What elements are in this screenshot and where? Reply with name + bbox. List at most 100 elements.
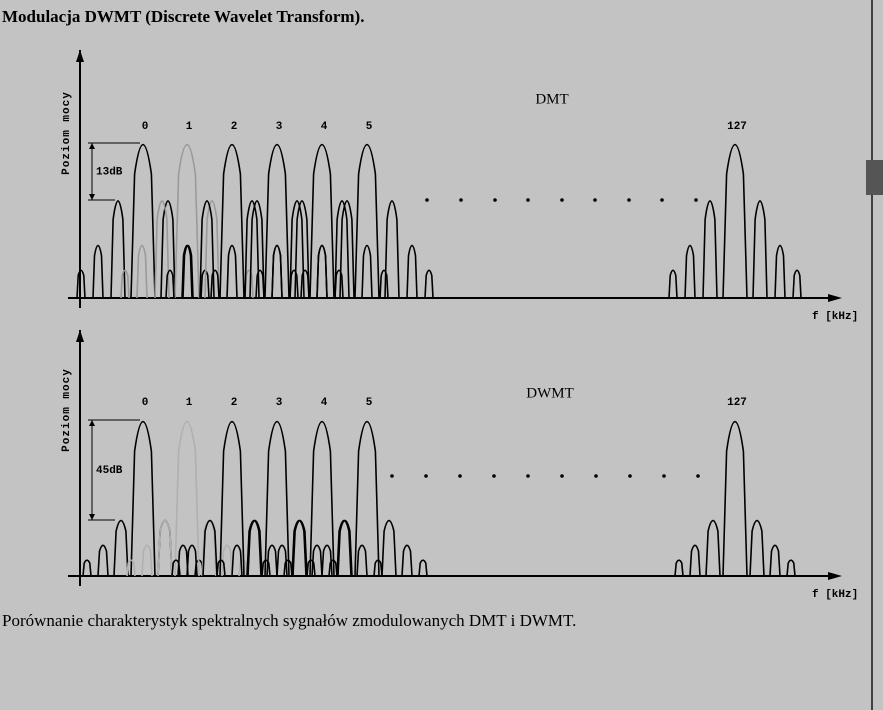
ellipsis-dot [390,474,394,478]
lobe [130,420,156,577]
lobe [381,519,397,577]
level-label: 13dB [96,166,123,178]
ellipsis-dot [425,198,429,202]
lobe [334,200,350,299]
ellipsis-dot [560,198,564,202]
lobe [110,200,126,299]
channel-label: 1 [186,397,193,409]
ellipsis-dot [458,474,462,478]
ellipsis-dot [662,474,666,478]
channel-label: 1 [186,121,193,133]
y-arrow [76,50,84,62]
ellipsis-dot [627,198,631,202]
lobe [210,269,220,299]
scheme-label: DMT [535,91,568,107]
lobe [157,519,173,577]
lobe [97,544,109,577]
lobe [177,544,189,577]
ellipsis-dot [593,198,597,202]
lobe [406,244,418,299]
lobe [141,544,153,577]
lobe [271,244,283,299]
channel-label: 3 [276,121,283,133]
ellipsis-dot [492,474,496,478]
lobe [321,544,333,577]
channel-label: 127 [727,121,747,133]
lobe [337,519,353,577]
lobe [120,269,130,299]
channel-label: 127 [727,397,747,409]
lobe [354,420,380,577]
lobe [160,200,176,299]
lobe [294,200,310,299]
lobe [752,200,768,299]
lobe [418,559,428,577]
lobe [689,544,701,577]
channel-label: 5 [366,121,373,133]
lobe [264,143,290,299]
channel-label: 5 [366,397,373,409]
lobe [92,244,104,299]
arrow-head [89,143,95,200]
lobe [82,559,92,577]
lobe [181,244,193,299]
scroll-tab [866,160,883,195]
lobe [276,544,288,577]
ellipsis-dot [560,474,564,478]
lobe [361,244,373,299]
lobe [219,143,245,299]
channel-label: 3 [276,397,283,409]
lobe [300,269,310,299]
lobe [401,544,413,577]
ellipsis-dot [696,474,700,478]
caption: Porównanie charakterystyk spektralnych s… [2,611,576,630]
ellipsis-dot [459,198,463,202]
lobe [226,244,238,299]
lobe [154,200,170,299]
lobe [255,269,265,299]
lobe [219,420,245,577]
ellipsis-dot [526,474,530,478]
ellipsis-dot [628,474,632,478]
lobe [705,519,721,577]
lobe [311,544,323,577]
lobe [379,269,389,299]
y-label: Poziom mocy [61,91,73,175]
lobe [356,544,368,577]
lobe [264,420,290,577]
lobe [231,544,243,577]
lobe [774,244,786,299]
x-arrow [828,294,842,302]
lobe [786,559,796,577]
channel-label: 2 [231,121,238,133]
ellipsis-dot [493,198,497,202]
channel-label: 0 [142,397,149,409]
lobe [76,269,86,299]
lobe [221,544,233,577]
lobe [136,244,148,299]
lobe [130,143,156,299]
lobe [186,544,198,577]
lobe [174,143,200,299]
lobe [749,519,765,577]
ellipsis-dot [660,198,664,202]
lobe [339,200,355,299]
lobe [202,519,218,577]
ellipsis-dot [694,198,698,202]
lobe [126,559,136,577]
lobe [171,559,181,577]
channel-label: 2 [231,397,238,409]
y-label: Poziom mocy [61,368,73,452]
lobe [247,519,263,577]
lobe [289,200,305,299]
lobe [354,143,380,299]
lobe [309,143,335,299]
channel-label: 4 [321,397,328,409]
channel-label: 0 [142,121,149,133]
ellipsis-dot [526,198,530,202]
x-label: f [kHz] [812,311,858,323]
lobe [204,200,220,299]
lobe [309,420,335,577]
